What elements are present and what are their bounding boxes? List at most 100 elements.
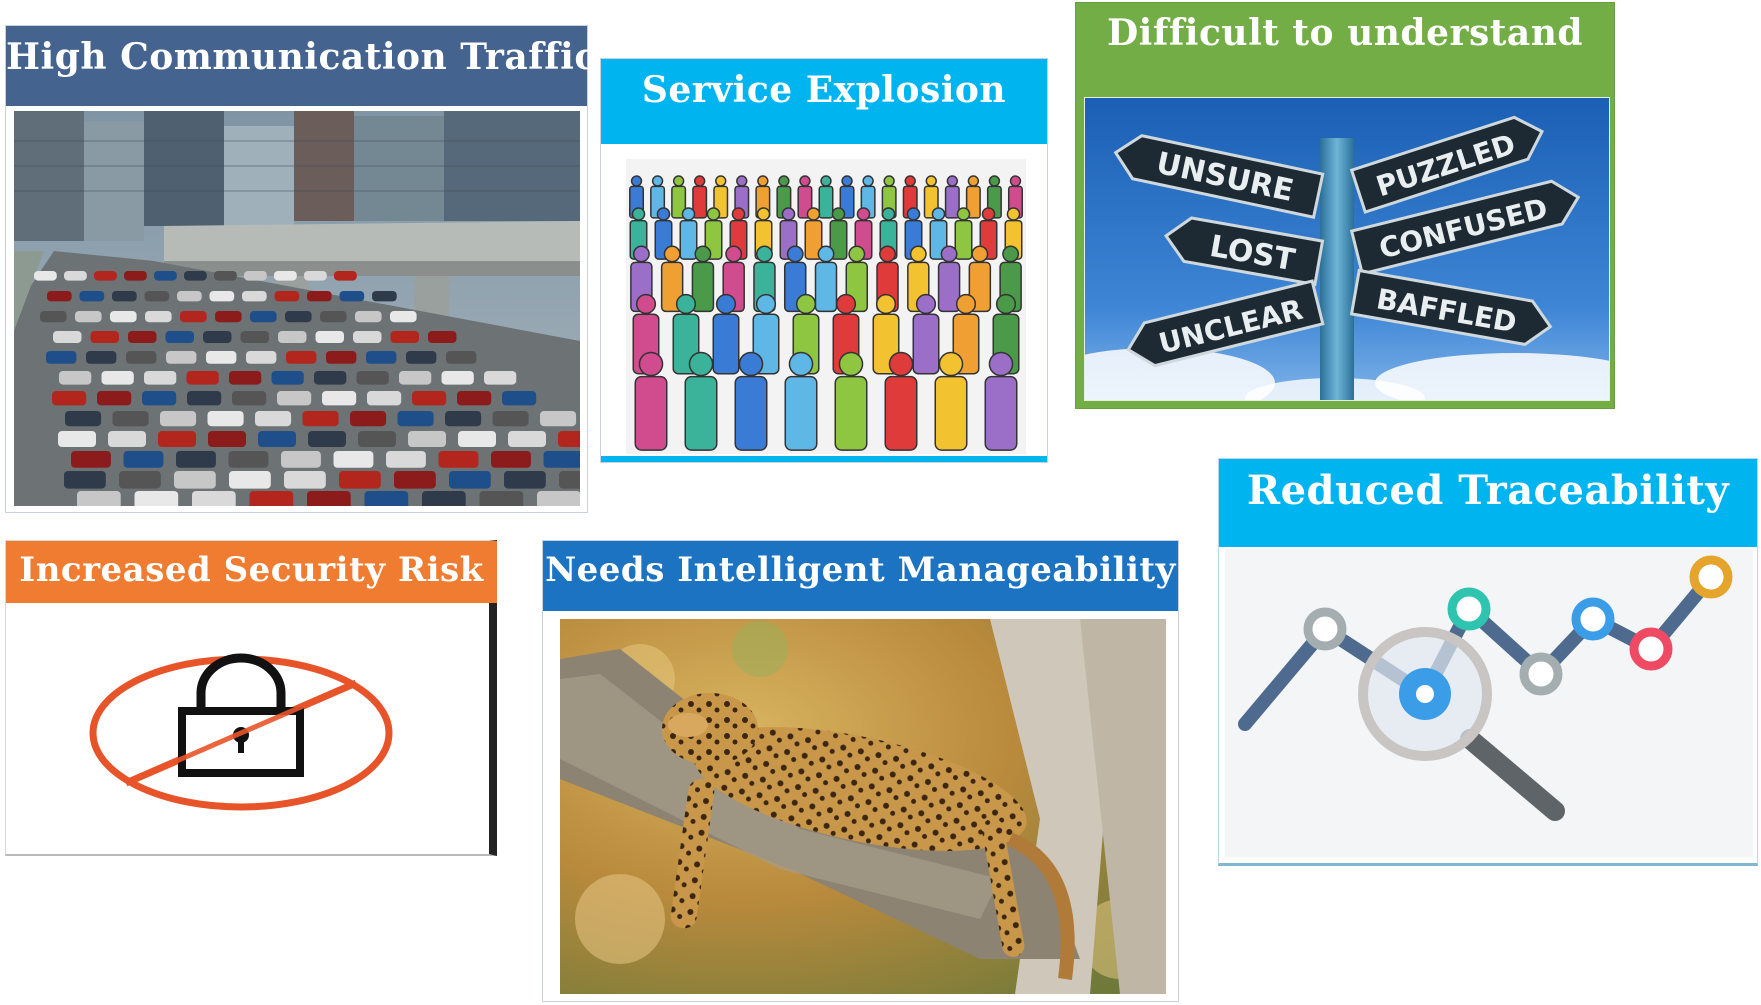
person-figure (965, 175, 981, 219)
car-shape (77, 491, 121, 506)
car-shape (356, 371, 389, 385)
car-shape (271, 371, 304, 385)
car-shape (123, 451, 164, 468)
car-shape (64, 271, 87, 281)
line-chart-magnifier-icon (1225, 549, 1753, 857)
car-shape (53, 331, 82, 343)
person-figure (814, 245, 838, 313)
car-shape (449, 471, 491, 489)
car-shape (315, 331, 344, 343)
car-shape (537, 491, 580, 506)
car-shape (176, 451, 216, 468)
car-shape (286, 351, 317, 364)
car-shape (142, 391, 177, 406)
car-shape (244, 271, 267, 281)
car-shape (367, 391, 402, 406)
person-figure (954, 207, 973, 260)
person-figure (684, 351, 718, 451)
car-shape (366, 351, 397, 364)
car-shape (232, 391, 267, 406)
car-shape (134, 491, 179, 506)
car-shape (339, 471, 381, 489)
car-shape (246, 351, 277, 364)
car-shape (278, 331, 307, 343)
panel-bottom-bar (601, 456, 1047, 462)
car-shape (46, 351, 77, 364)
car-shape (203, 331, 232, 343)
car-shape (390, 311, 417, 323)
panel-title: Increased Security Risk (6, 541, 497, 603)
car-shape (79, 291, 105, 302)
car-shape (307, 491, 351, 506)
car-shape (59, 371, 92, 385)
panel-high-communication-traffic: High Communication Traffic (5, 25, 596, 513)
car-shape (543, 451, 580, 468)
car-shape (304, 271, 327, 281)
person-figure (834, 351, 868, 451)
car-shape (458, 431, 496, 447)
car-shape (165, 331, 194, 343)
car-shape (47, 291, 72, 302)
car-shape (339, 291, 365, 302)
panel-title: High Communication Traffic (6, 26, 596, 106)
panel-increased-security-risk: Increased Security Risk (5, 540, 497, 856)
person-figure (634, 351, 668, 451)
person-figure (692, 175, 708, 219)
car-shape (446, 351, 477, 364)
car-shape (422, 491, 466, 506)
car-shape (228, 451, 269, 468)
car-shape (112, 291, 137, 302)
car-shape (285, 311, 312, 323)
panel-reduced-traceability: Reduced Traceability (1218, 458, 1758, 866)
car-shape (174, 471, 216, 489)
car-shape (412, 391, 447, 406)
car-shape (40, 311, 67, 323)
leopard-on-tree-photo (560, 619, 1166, 994)
car-shape (504, 471, 546, 489)
car-shape (110, 311, 137, 323)
car-shape (353, 331, 382, 343)
car-shape (308, 431, 346, 447)
car-shape (502, 391, 537, 406)
car-shape (390, 331, 419, 343)
car-shape (144, 371, 177, 385)
car-shape (274, 271, 297, 281)
person-figure (671, 175, 687, 219)
car-shape (154, 271, 177, 281)
car-shape (281, 451, 321, 468)
person-figure (829, 207, 848, 260)
car-shape (249, 491, 294, 506)
car-shape (350, 411, 387, 427)
person-figure (679, 207, 698, 260)
car-shape (277, 391, 312, 406)
car-shape (229, 371, 262, 385)
no-lock-icon (86, 651, 396, 816)
car-shape (284, 471, 326, 489)
car-shape (428, 331, 457, 343)
car-shape (119, 471, 161, 489)
car-shape (112, 411, 149, 427)
car-shape (101, 371, 134, 385)
car-shape (209, 291, 235, 302)
car-shape (406, 351, 437, 364)
car-shape (145, 311, 172, 323)
car-shape (71, 451, 111, 468)
car-shape (334, 271, 357, 281)
car-shape (86, 351, 117, 364)
car-shape (258, 431, 296, 447)
crowd-of-people-icon (626, 159, 1026, 454)
car-shape (34, 271, 57, 281)
car-shape (438, 451, 479, 468)
person-figure (784, 351, 818, 451)
traffic-jam-photo (14, 111, 580, 506)
car-shape (322, 391, 357, 406)
car-shape (52, 391, 87, 406)
car-shape (558, 431, 580, 447)
car-shape (64, 471, 106, 489)
car-shape (445, 411, 482, 427)
car-shape (307, 291, 332, 302)
car-shape (314, 371, 347, 385)
panel-service-explosion: Service Explosion (600, 58, 1048, 463)
car-shape (75, 311, 102, 323)
car-shape (229, 471, 271, 489)
